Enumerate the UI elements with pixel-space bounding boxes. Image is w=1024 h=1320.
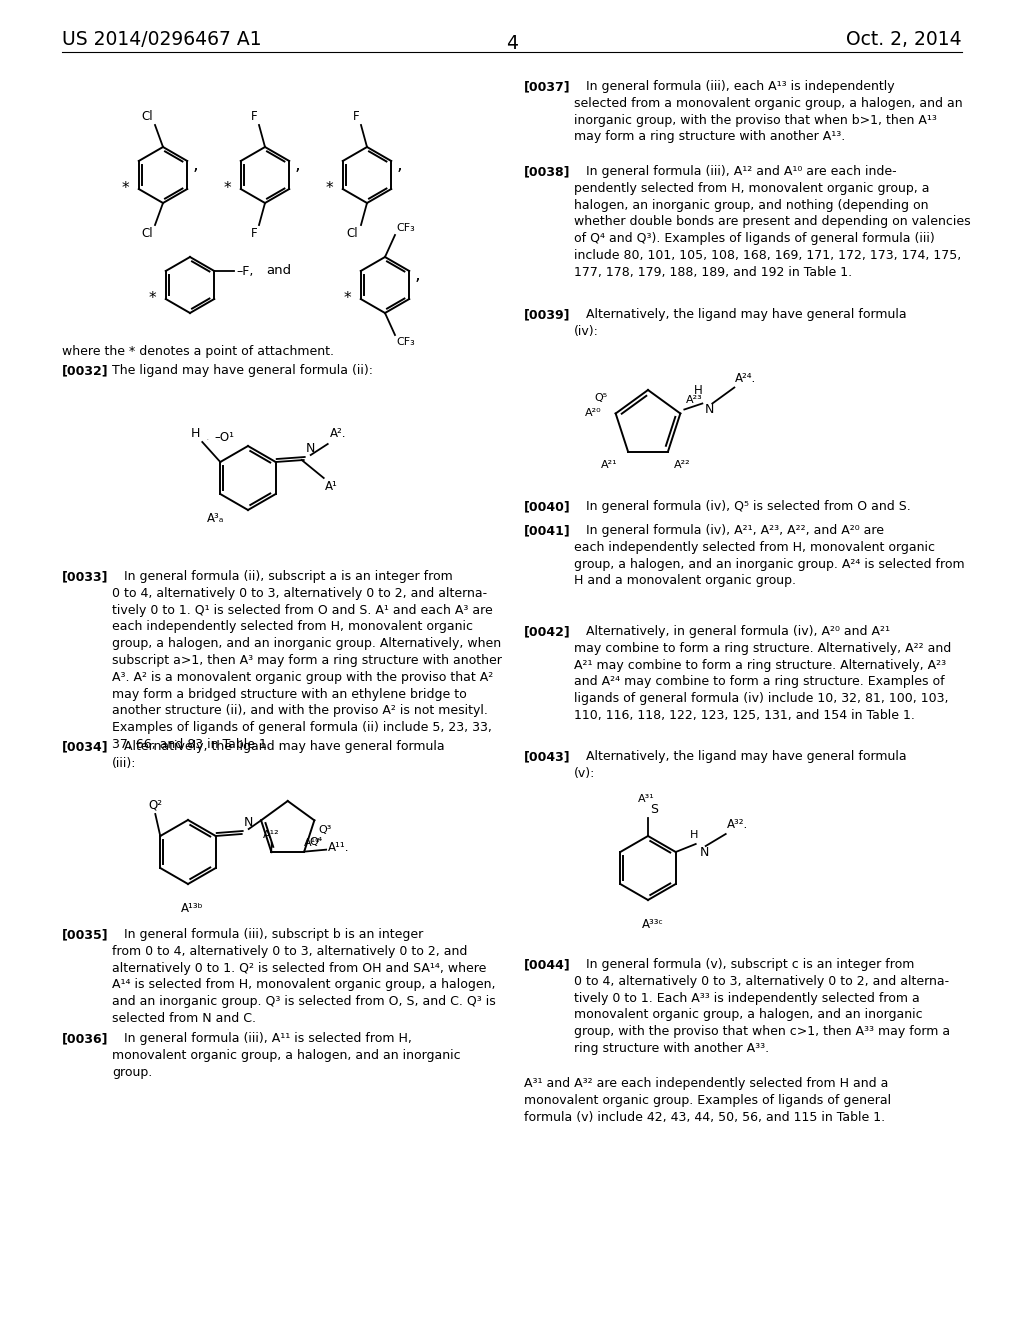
Text: *: * <box>121 181 129 197</box>
Text: 4: 4 <box>506 34 518 53</box>
Text: [0037]: [0037] <box>524 81 570 92</box>
Text: Q⁵: Q⁵ <box>595 393 607 404</box>
Text: Oct. 2, 2014: Oct. 2, 2014 <box>847 30 962 49</box>
Text: [0042]: [0042] <box>524 624 570 638</box>
Text: A³¹ and A³² are each independently selected from H and a
monovalent organic grou: A³¹ and A³² are each independently selec… <box>524 1077 891 1123</box>
Text: A².: A². <box>330 426 346 440</box>
Text: A¹²: A¹² <box>263 830 280 840</box>
Text: In general formula (iii), each A¹³ is independently
selected from a monovalent o: In general formula (iii), each A¹³ is in… <box>574 81 963 144</box>
Text: S: S <box>650 803 658 816</box>
Text: *: * <box>343 292 351 306</box>
Text: [0040]: [0040] <box>524 500 570 513</box>
Text: –F,: –F, <box>237 264 254 277</box>
Text: A¹: A¹ <box>325 480 338 492</box>
Text: where the * denotes a point of attachment.: where the * denotes a point of attachmen… <box>62 345 334 358</box>
Text: Q³: Q³ <box>318 825 332 836</box>
Text: –O¹: –O¹ <box>214 432 234 444</box>
Text: [0044]: [0044] <box>524 958 570 972</box>
Text: A²³: A²³ <box>686 396 703 405</box>
Text: ,: , <box>415 267 420 284</box>
Text: In general formula (iii), A¹² and A¹⁰ are each inde-
pendently selected from H, : In general formula (iii), A¹² and A¹⁰ ar… <box>574 165 971 279</box>
Text: CF₃: CF₃ <box>396 223 415 234</box>
Text: A¹¹.: A¹¹. <box>328 841 349 854</box>
Text: N: N <box>705 404 714 417</box>
Text: [0035]: [0035] <box>62 928 109 941</box>
Text: [0043]: [0043] <box>524 750 570 763</box>
Text: F: F <box>251 110 258 123</box>
Text: Cl: Cl <box>141 227 153 240</box>
Text: Cl: Cl <box>141 110 153 123</box>
Text: N: N <box>699 846 709 859</box>
Text: In general formula (iv), A²¹, A²³, A²², and A²⁰ are
each independently selected : In general formula (iv), A²¹, A²³, A²², … <box>574 524 965 587</box>
Text: A²⁴.: A²⁴. <box>735 372 757 385</box>
Text: In general formula (iv), Q⁵ is selected from O and S.: In general formula (iv), Q⁵ is selected … <box>574 500 910 513</box>
Text: In general formula (iii), subscript b is an integer
from 0 to 4, alternatively 0: In general formula (iii), subscript b is… <box>112 928 496 1026</box>
Text: A³¹: A³¹ <box>638 795 654 804</box>
Text: Cl: Cl <box>346 227 358 240</box>
Text: N: N <box>244 816 253 829</box>
Text: US 2014/0296467 A1: US 2014/0296467 A1 <box>62 30 261 49</box>
Text: In general formula (ii), subscript a is an integer from
0 to 4, alternatively 0 : In general formula (ii), subscript a is … <box>112 570 502 751</box>
Text: Alternatively, the ligand may have general formula
(iv):: Alternatively, the ligand may have gener… <box>574 308 906 338</box>
Text: *: * <box>148 292 156 306</box>
Text: [0032]: [0032] <box>62 364 109 378</box>
Text: A³³ᶜ: A³³ᶜ <box>642 917 664 931</box>
Text: Alternatively, the ligand may have general formula
(v):: Alternatively, the ligand may have gener… <box>574 750 906 780</box>
Text: ,: , <box>396 156 402 174</box>
Text: F: F <box>353 110 360 123</box>
Text: [0041]: [0041] <box>524 524 570 537</box>
Text: Q⁴: Q⁴ <box>309 837 323 846</box>
Text: In general formula (iii), A¹¹ is selected from H,
monovalent organic group, a ha: In general formula (iii), A¹¹ is selecte… <box>112 1032 461 1078</box>
Text: ,: , <box>294 156 300 174</box>
Text: *: * <box>326 181 333 197</box>
Text: Alternatively, in general formula (iv), A²⁰ and A²¹
may combine to form a ring s: Alternatively, in general formula (iv), … <box>574 624 951 722</box>
Text: [0039]: [0039] <box>524 308 570 321</box>
Text: In general formula (v), subscript c is an integer from
0 to 4, alternatively 0 t: In general formula (v), subscript c is a… <box>574 958 950 1055</box>
Text: N: N <box>306 442 315 455</box>
Text: [0036]: [0036] <box>62 1032 109 1045</box>
Text: [0038]: [0038] <box>524 165 570 178</box>
Text: H: H <box>689 830 698 840</box>
Text: A³ₐ: A³ₐ <box>207 512 224 525</box>
Text: H: H <box>694 384 702 397</box>
Text: [0033]: [0033] <box>62 570 109 583</box>
Text: A¹⁰: A¹⁰ <box>304 838 321 849</box>
Text: H: H <box>190 426 201 440</box>
Text: A²¹: A²¹ <box>601 459 618 470</box>
Text: and: and <box>266 264 292 277</box>
Text: The ligand may have general formula (ii):: The ligand may have general formula (ii)… <box>112 364 373 378</box>
Text: [0034]: [0034] <box>62 741 109 752</box>
Text: A²⁰: A²⁰ <box>585 408 602 418</box>
Text: .: . <box>206 436 208 441</box>
Text: Alternatively, the ligand may have general formula
(iii):: Alternatively, the ligand may have gener… <box>112 741 444 770</box>
Text: Q²: Q² <box>148 799 162 810</box>
Text: A¹³ᵇ: A¹³ᵇ <box>180 902 204 915</box>
Text: F: F <box>251 227 258 240</box>
Text: CF₃: CF₃ <box>396 337 415 347</box>
Text: ,: , <box>193 156 198 174</box>
Text: A²²: A²² <box>674 459 690 470</box>
Text: *: * <box>223 181 230 197</box>
Text: A³².: A³². <box>727 818 748 832</box>
